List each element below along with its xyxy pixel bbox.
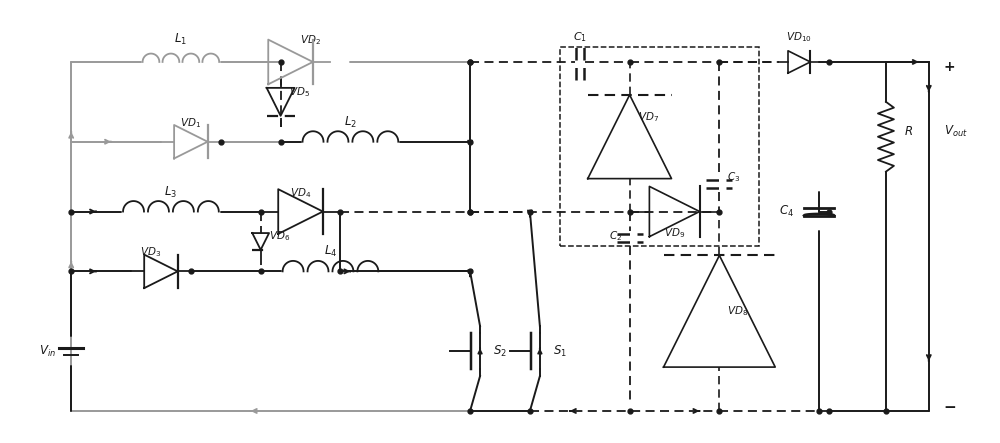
Text: $C_1$: $C_1$: [573, 30, 587, 44]
Text: $VD_6$: $VD_6$: [269, 229, 290, 243]
Text: $L_2$: $L_2$: [344, 115, 357, 130]
Text: $S_1$: $S_1$: [553, 344, 567, 359]
Text: $S_2$: $S_2$: [493, 344, 507, 359]
Text: $VD_7$: $VD_7$: [638, 110, 659, 124]
Text: $C_2$: $C_2$: [609, 229, 622, 243]
Text: $VD_9$: $VD_9$: [664, 226, 685, 240]
Text: $VD_4$: $VD_4$: [290, 186, 311, 199]
Text: −: −: [944, 400, 957, 416]
Text: $VD_8$: $VD_8$: [727, 304, 749, 318]
Text: $VD_5$: $VD_5$: [289, 85, 310, 99]
Text: $R$: $R$: [904, 125, 913, 138]
Text: $VD_1$: $VD_1$: [180, 116, 201, 130]
Text: $L_3$: $L_3$: [164, 184, 177, 199]
Text: $V_{out}$: $V_{out}$: [944, 124, 968, 139]
Text: $C_4$: $C_4$: [779, 204, 794, 219]
Text: $L_4$: $L_4$: [324, 244, 337, 260]
Text: +: +: [944, 60, 955, 74]
Text: $C_3$: $C_3$: [727, 170, 741, 183]
Text: $VD_{10}$: $VD_{10}$: [786, 30, 812, 44]
Text: $L_1$: $L_1$: [174, 32, 187, 47]
Text: $V_{in}$: $V_{in}$: [39, 344, 56, 359]
Text: $VD_2$: $VD_2$: [300, 33, 321, 47]
Text: $VD_3$: $VD_3$: [140, 245, 162, 260]
